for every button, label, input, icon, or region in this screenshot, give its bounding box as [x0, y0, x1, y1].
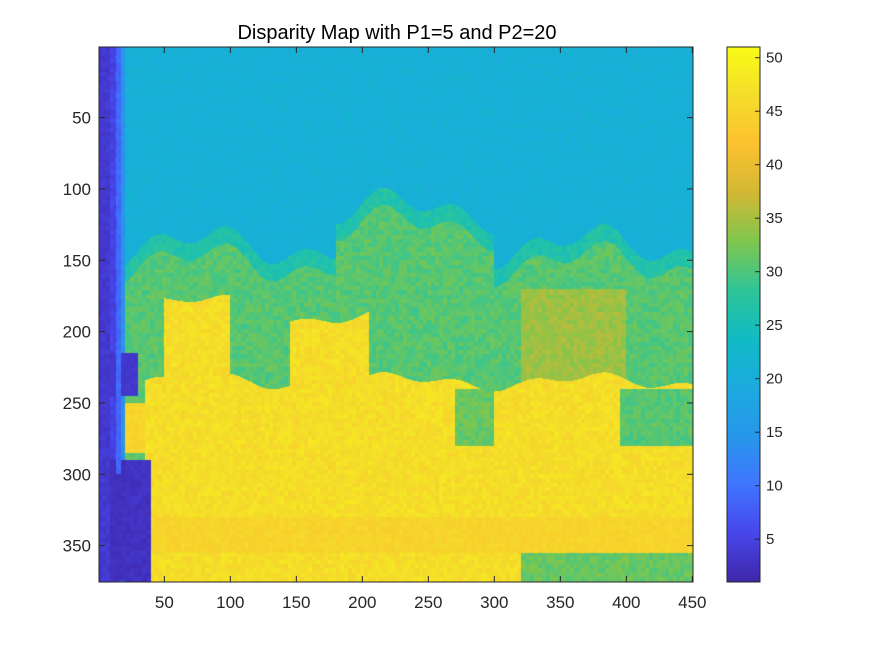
x-tick-label: 250	[414, 593, 442, 612]
x-tick-label: 300	[480, 593, 508, 612]
colorbar-tick-label: 5	[766, 531, 774, 548]
colorbar: 5 10 15 20 25 30 35 40 45 50	[726, 46, 783, 583]
colorbar-tick-label: 15	[766, 424, 783, 441]
y-tick-label: 200	[63, 323, 91, 342]
colorbar-tick-label: 25	[766, 317, 783, 334]
colorbar-gradient	[727, 47, 760, 582]
x-axis: 50 100 150 200 250 300 350 400 450	[155, 47, 707, 612]
y-axis: 50 100 150 200 250 300 350	[63, 109, 693, 556]
heatmap-image	[99, 47, 693, 582]
colorbar-frame	[726, 46, 761, 583]
colorbar-tick-label: 20	[766, 371, 783, 388]
colorbar-tick-label: 10	[766, 478, 783, 495]
x-tick-label: 350	[546, 593, 574, 612]
x-tick-label: 100	[216, 593, 244, 612]
colorbar-tick-label: 50	[766, 50, 783, 67]
colorbar-tick-label: 35	[766, 210, 783, 227]
colorbar-tick-label: 30	[766, 264, 783, 281]
y-tick-label: 350	[63, 537, 91, 556]
colorbar-tick-label: 45	[766, 103, 783, 120]
heatmap-canvas	[99, 47, 693, 582]
chart-title: Disparity Map with P1=5 and P2=20	[237, 22, 556, 44]
x-tick-label: 50	[155, 593, 174, 612]
y-tick-label: 300	[63, 465, 91, 484]
colorbar-ticks: 5 10 15 20 25 30 35 40 45 50	[755, 50, 783, 548]
x-tick-label: 150	[282, 593, 310, 612]
x-tick-label: 200	[348, 593, 376, 612]
y-tick-label: 50	[72, 109, 91, 128]
y-tick-label: 250	[63, 394, 91, 413]
colorbar-tick-label: 40	[766, 157, 783, 174]
plot-frame	[98, 46, 694, 583]
x-tick-label: 450	[678, 593, 706, 612]
y-tick-label: 100	[63, 180, 91, 199]
x-tick-label: 400	[612, 593, 640, 612]
y-tick-label: 150	[63, 251, 91, 270]
